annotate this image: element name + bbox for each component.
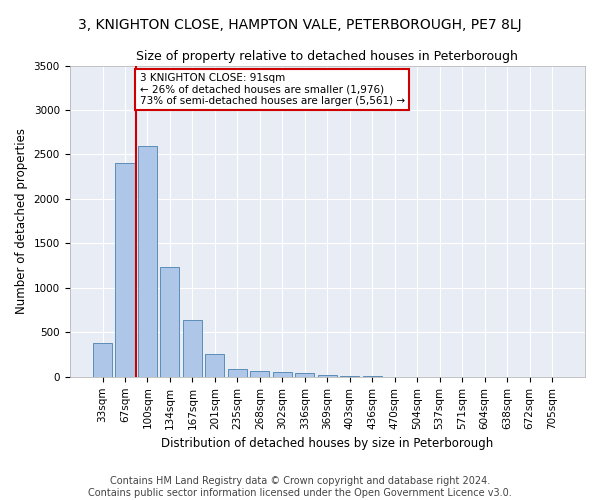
Bar [93, 343, 112, 377]
Text: 3, KNIGHTON CLOSE, HAMPTON VALE, PETERBOROUGH, PE7 8LJ: 3, KNIGHTON CLOSE, HAMPTON VALE, PETERBO… [78, 18, 522, 32]
Bar [340, 376, 359, 377]
Bar [273, 372, 292, 377]
Bar [115, 164, 134, 377]
Bar [138, 146, 157, 377]
Text: Contains HM Land Registry data © Crown copyright and database right 2024.
Contai: Contains HM Land Registry data © Crown c… [88, 476, 512, 498]
Title: Size of property relative to detached houses in Peterborough: Size of property relative to detached ho… [136, 50, 518, 63]
Text: 3 KNIGHTON CLOSE: 91sqm
← 26% of detached houses are smaller (1,976)
73% of semi: 3 KNIGHTON CLOSE: 91sqm ← 26% of detache… [140, 72, 405, 106]
Bar [228, 369, 247, 377]
Bar [160, 266, 179, 377]
Bar [205, 354, 224, 377]
Y-axis label: Number of detached properties: Number of detached properties [15, 128, 28, 314]
Bar [183, 320, 202, 377]
X-axis label: Distribution of detached houses by size in Peterborough: Distribution of detached houses by size … [161, 437, 493, 450]
Bar [318, 376, 337, 377]
Bar [250, 372, 269, 377]
Bar [295, 374, 314, 377]
